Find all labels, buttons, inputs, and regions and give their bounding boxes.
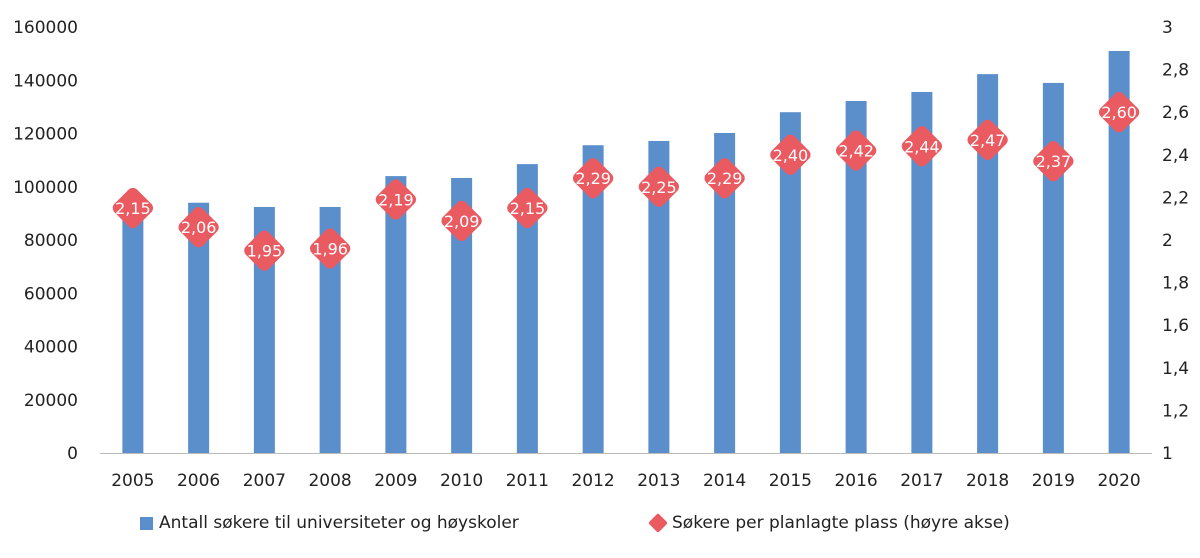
marker-data-label: 2,29	[707, 169, 743, 188]
left-axis-tick-label: 0	[67, 444, 78, 464]
right-axis-tick-label: 2	[1162, 231, 1173, 251]
x-axis-tick-label: 2013	[637, 471, 680, 491]
marker-data-label: 2,44	[904, 137, 940, 156]
bar	[319, 206, 341, 453]
marker-diamond	[967, 119, 1008, 161]
x-axis-tick-label: 2009	[374, 471, 417, 491]
marker-diamond	[1033, 141, 1074, 182]
marker-diamond	[178, 207, 219, 248]
marker-data-label: 2,60	[1101, 103, 1137, 122]
combo-chart: 0 20000 40000 60000 80000 100000 120000 140000 1…	[13, 18, 1189, 491]
legend-item-bars: Antall søkere til universiteter og høysk…	[140, 513, 519, 533]
marker-data-label: 2,25	[641, 178, 677, 197]
marker-data-label: 2,15	[510, 199, 546, 218]
bar	[122, 210, 144, 453]
right-axis-tick-label: 1,2	[1162, 401, 1189, 421]
right-axis-tick-label: 2,8	[1162, 61, 1189, 81]
legend-label-bars: Antall søkere til universiteter og høysk…	[159, 513, 519, 533]
marker-data-label: 2,15	[115, 199, 151, 218]
marker-data-label: 1,96	[312, 240, 348, 259]
marker-diamond	[901, 126, 943, 167]
marker-diamond	[572, 158, 614, 199]
left-axis-tick-label: 20000	[24, 391, 78, 411]
marker-diamond	[441, 200, 482, 241]
marker-data-label: 2,06	[181, 218, 217, 237]
marker-data-label: 2,19	[378, 191, 414, 210]
right-axis-tick-label: 1,4	[1162, 359, 1189, 379]
left-axis-tick-label: 100000	[13, 178, 78, 198]
marker-diamond	[638, 166, 680, 207]
x-axis-tick-label: 2008	[308, 471, 351, 491]
x-axis-tick-label: 2017	[900, 471, 943, 491]
marker-diamond	[375, 179, 417, 220]
x-axis-tick-label: 2011	[506, 471, 549, 491]
x-axis-tick-label: 2019	[1032, 471, 1075, 491]
bar	[516, 164, 538, 453]
left-axis-tick-label: 160000	[13, 18, 78, 38]
x-axis-tick-label: 2015	[769, 471, 812, 491]
left-axis-tick-label: 140000	[13, 71, 78, 91]
right-axis-tick-label: 3	[1162, 18, 1173, 38]
x-axis-tick-label: 2007	[243, 471, 286, 491]
marker-data-label: 2,47	[970, 131, 1006, 150]
marker-diamond	[112, 187, 154, 229]
right-axis-tick-label: 1,6	[1162, 316, 1189, 336]
marker-data-label: 1,95	[247, 242, 283, 261]
left-axis-tick-label: 40000	[24, 338, 78, 358]
right-axis-tick-label: 1	[1162, 444, 1173, 464]
x-axis-tick-label: 2018	[966, 471, 1009, 491]
legend-label-markers: Søkere per planlagte plass (høyre akse)	[672, 513, 1010, 533]
legend-bar-swatch	[140, 516, 153, 530]
x-axis-tick-label: 2020	[1097, 471, 1140, 491]
bar	[1108, 50, 1130, 454]
bar	[977, 74, 999, 453]
left-axis-tick-label: 120000	[13, 125, 78, 145]
bar	[385, 176, 407, 453]
right-axis-tick-label: 2,4	[1162, 146, 1189, 166]
left-axis-tick-label: 80000	[24, 231, 78, 251]
marker-diamond	[835, 130, 877, 171]
legend-diamond-swatch	[648, 513, 668, 533]
marker-diamond	[770, 134, 811, 175]
bar	[714, 132, 736, 453]
right-axis-tick-label: 2,2	[1162, 188, 1189, 208]
marker-data-label: 2,37	[1036, 152, 1072, 171]
right-axis-tick-label: 2,6	[1162, 103, 1189, 123]
legend: Antall søkere til universiteter og høysk…	[0, 510, 1200, 540]
x-axis-tick-label: 2006	[177, 471, 220, 491]
marker-diamond	[507, 187, 548, 229]
marker-data-label: 2,09	[444, 212, 480, 231]
marker-data-label: 2,40	[773, 146, 809, 165]
bar	[911, 91, 933, 453]
x-axis-tick-label: 2012	[571, 471, 614, 491]
bar	[451, 177, 473, 453]
bar	[253, 206, 275, 453]
marker-data-label: 2,42	[838, 142, 874, 161]
left-axis-tick-label: 60000	[24, 284, 78, 304]
x-axis-tick-label: 2005	[111, 471, 154, 491]
x-axis-tick-label: 2014	[703, 471, 746, 491]
bar	[845, 101, 867, 453]
x-axis-tick-label: 2010	[440, 471, 483, 491]
bar	[1042, 82, 1064, 453]
marker-diamond	[704, 158, 745, 199]
bar	[779, 112, 801, 453]
x-axis-tick-label: 2016	[834, 471, 877, 491]
marker-diamond	[244, 230, 285, 271]
marker-diamond	[309, 228, 351, 269]
bar	[582, 145, 604, 453]
marker-data-label: 2,29	[575, 169, 611, 188]
right-axis-tick-label: 1,8	[1162, 274, 1189, 294]
marker-diamond	[1098, 92, 1140, 133]
bar	[648, 140, 670, 453]
legend-item-markers: Søkere per planlagte plass (høyre akse)	[648, 513, 1010, 533]
bar	[188, 202, 210, 453]
